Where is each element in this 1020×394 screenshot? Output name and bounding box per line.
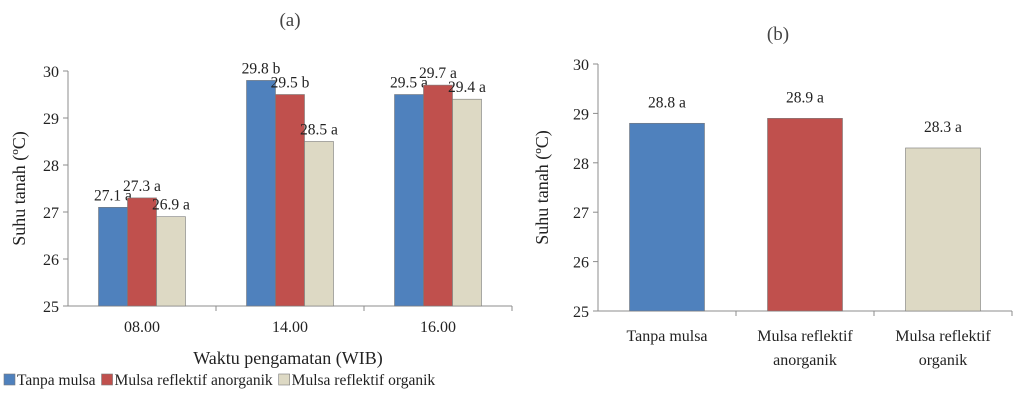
chart-a-bar	[394, 94, 424, 307]
chart-b-data-label: 28.8 a	[648, 94, 686, 111]
chart-a-data-label: 29.5 b	[271, 75, 310, 92]
chart-b-x-tick-label: anorganik	[773, 352, 837, 369]
chart-a-y-tick-label: 27	[43, 205, 59, 222]
chart-a-legend-label: Tanpa mulsa	[17, 372, 96, 389]
chart-b: (b) 25 26 27 28 29 30 28.8 a Tanpa mulsa 28.9 a Mu…	[532, 24, 1013, 369]
chart-b-data-label: 28.9 a	[786, 89, 824, 106]
chart-a-bar	[156, 216, 186, 307]
chart-a-y-tick-label: 29	[43, 111, 59, 128]
chart-a-bar	[98, 207, 128, 307]
chart-a-bar	[423, 84, 453, 307]
chart-b-y-tick-label: 25	[573, 304, 589, 321]
chart-b-y-tick-label: 29	[573, 106, 589, 123]
chart-b-bar	[905, 147, 981, 312]
chart-a-data-label: 29.5 a	[390, 75, 428, 92]
chart-b-y-tick-label: 26	[573, 255, 589, 272]
chart-b-bar	[767, 118, 843, 312]
chart-a-data-label: 29.4 a	[448, 79, 486, 96]
chart-a-bar	[452, 98, 482, 307]
chart-a-y-tick-label: 30	[43, 64, 59, 81]
chart-a-data-label: 27.3 a	[123, 178, 161, 195]
chart-b-y-axis-title: Suhu tanah (ºC)	[532, 130, 553, 245]
chart-a-bar	[275, 94, 305, 307]
chart-a-data-label: 29.7 a	[419, 65, 457, 82]
chart-a-legend-swatch	[278, 373, 290, 386]
chart-b-x-tick-label: organik	[919, 352, 968, 369]
chart-a-legend-swatch	[101, 373, 113, 386]
chart-a-data-label: 28.5 a	[300, 122, 338, 139]
chart-a-x-tick-label: 14.00	[272, 319, 308, 336]
chart-a-bar	[246, 80, 276, 307]
chart-a-x-axis-title: Waktu pengamatan (WIB)	[193, 348, 382, 369]
chart-a-legend-swatch	[3, 373, 16, 386]
chart-b-title: (b)	[767, 24, 789, 45]
chart-a-data-label: 29.8 b	[242, 60, 281, 77]
chart-a-legend-label: Mulsa reflektif anorganik	[115, 372, 273, 389]
chart-a-data-label: 26.9 a	[152, 197, 190, 214]
chart-a-title: (a)	[279, 10, 300, 31]
chart-b-x-tick-label: Mulsa reflektif	[757, 328, 853, 345]
chart-b-bar	[629, 122, 705, 312]
chart-a-bar	[304, 141, 334, 307]
chart-a-x-tick-label: 08.00	[124, 319, 160, 336]
chart-b-x-tick-label: Tanpa mulsa	[626, 328, 707, 345]
chart-a-y-tick-label: 25	[43, 299, 59, 316]
chart-a-y-tick-label: 28	[43, 158, 59, 175]
chart-a-y-axis-title: Suhu tanah (ºC)	[9, 131, 30, 246]
chart-a-x-tick-label: 16.00	[420, 319, 456, 336]
chart-a-data-label: 27.1 a	[94, 187, 132, 204]
chart-b-y-tick-label: 28	[573, 156, 589, 173]
chart-a-legend-label: Mulsa reflektif organik	[292, 372, 436, 389]
chart-b-data-label: 28.3 a	[924, 119, 962, 136]
chart-a-bar	[127, 197, 157, 307]
chart-b-y-tick-label: 27	[573, 205, 589, 222]
chart-a-y-tick-label: 26	[43, 252, 59, 269]
chart-a: (a) 25 26 27 28 29 30 08.00 27.1 a27.3 a 26.9 a 14…	[3, 10, 513, 389]
chart-b-y-tick-label: 30	[573, 57, 589, 74]
chart-b-x-tick-label: Mulsa reflektif	[895, 328, 991, 345]
